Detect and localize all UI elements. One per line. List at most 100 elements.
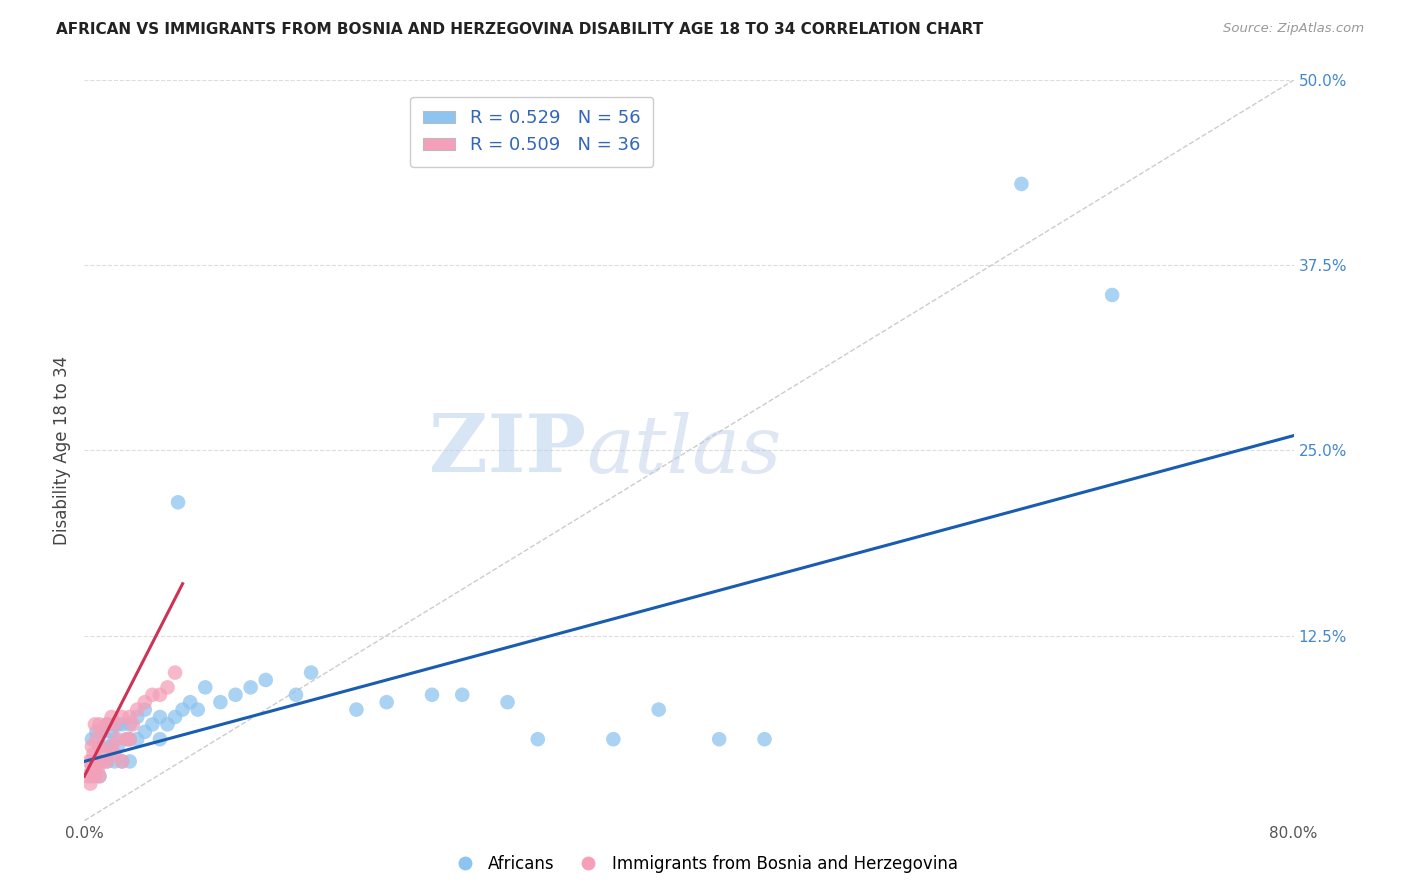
- Point: [187, 703, 209, 717]
- Point: [527, 732, 550, 747]
- Point: [127, 732, 149, 747]
- Point: [76, 769, 98, 783]
- Point: [86, 724, 108, 739]
- Point: [239, 681, 262, 695]
- Point: [115, 732, 138, 747]
- Point: [602, 732, 624, 747]
- Point: [107, 739, 129, 754]
- Point: [141, 717, 163, 731]
- Point: [165, 710, 187, 724]
- Point: [86, 732, 108, 747]
- Point: [118, 755, 141, 769]
- Point: [1011, 177, 1033, 191]
- Legend: Africans, Immigrants from Bosnia and Herzegovina: Africans, Immigrants from Bosnia and Her…: [441, 848, 965, 880]
- Point: [104, 755, 127, 769]
- Point: [89, 755, 111, 769]
- Text: ZIP: ZIP: [429, 411, 586, 490]
- Point: [254, 673, 277, 687]
- Point: [149, 732, 172, 747]
- Point: [107, 717, 129, 731]
- Point: [172, 703, 194, 717]
- Point: [80, 755, 103, 769]
- Point: [375, 695, 398, 709]
- Point: [118, 732, 141, 747]
- Text: AFRICAN VS IMMIGRANTS FROM BOSNIA AND HERZEGOVINA DISABILITY AGE 18 TO 34 CORREL: AFRICAN VS IMMIGRANTS FROM BOSNIA AND HE…: [56, 22, 983, 37]
- Point: [225, 688, 247, 702]
- Point: [285, 688, 308, 702]
- Point: [118, 732, 141, 747]
- Point: [89, 769, 111, 783]
- Point: [118, 717, 141, 731]
- Point: [80, 732, 103, 747]
- Point: [77, 755, 100, 769]
- Point: [141, 688, 163, 702]
- Point: [115, 732, 138, 747]
- Point: [80, 762, 103, 776]
- Point: [134, 724, 156, 739]
- Point: [100, 739, 122, 754]
- Point: [194, 681, 217, 695]
- Point: [91, 724, 114, 739]
- Point: [100, 710, 122, 724]
- Y-axis label: Disability Age 18 to 34: Disability Age 18 to 34: [53, 356, 72, 545]
- Point: [451, 688, 474, 702]
- Point: [96, 739, 118, 754]
- Point: [648, 703, 671, 717]
- Point: [167, 495, 190, 509]
- Point: [111, 755, 134, 769]
- Point: [87, 762, 110, 776]
- Point: [80, 769, 103, 783]
- Point: [100, 724, 122, 739]
- Point: [86, 755, 108, 769]
- Point: [107, 732, 129, 747]
- Point: [104, 717, 127, 731]
- Point: [134, 703, 156, 717]
- Point: [420, 688, 443, 702]
- Point: [754, 732, 776, 747]
- Point: [84, 717, 107, 731]
- Point: [104, 732, 127, 747]
- Point: [209, 695, 232, 709]
- Legend: R = 0.529   N = 56, R = 0.509   N = 36: R = 0.529 N = 56, R = 0.509 N = 36: [411, 96, 654, 167]
- Point: [104, 717, 127, 731]
- Point: [127, 703, 149, 717]
- Point: [89, 769, 111, 783]
- Point: [104, 747, 127, 761]
- Point: [121, 717, 143, 731]
- Point: [89, 739, 111, 754]
- Point: [84, 769, 107, 783]
- Text: Source: ZipAtlas.com: Source: ZipAtlas.com: [1223, 22, 1364, 36]
- Point: [709, 732, 731, 747]
- Point: [346, 703, 368, 717]
- Point: [156, 717, 179, 731]
- Point: [96, 755, 118, 769]
- Point: [127, 710, 149, 724]
- Point: [89, 739, 111, 754]
- Point: [89, 717, 111, 731]
- Point: [111, 717, 134, 731]
- Point: [118, 710, 141, 724]
- Text: atlas: atlas: [586, 412, 782, 489]
- Point: [82, 747, 104, 761]
- Point: [165, 665, 187, 680]
- Point: [299, 665, 322, 680]
- Point: [91, 755, 114, 769]
- Point: [496, 695, 519, 709]
- Point: [111, 710, 134, 724]
- Point: [96, 717, 118, 731]
- Point: [96, 755, 118, 769]
- Point: [93, 747, 115, 761]
- Point: [91, 724, 114, 739]
- Point: [179, 695, 201, 709]
- Point: [79, 776, 101, 791]
- Point: [80, 739, 103, 754]
- Point: [96, 717, 118, 731]
- Point: [134, 695, 156, 709]
- Point: [111, 755, 134, 769]
- Point: [91, 755, 114, 769]
- Point: [1101, 288, 1123, 302]
- Point: [156, 681, 179, 695]
- Point: [100, 739, 122, 754]
- Point: [149, 688, 172, 702]
- Point: [149, 710, 172, 724]
